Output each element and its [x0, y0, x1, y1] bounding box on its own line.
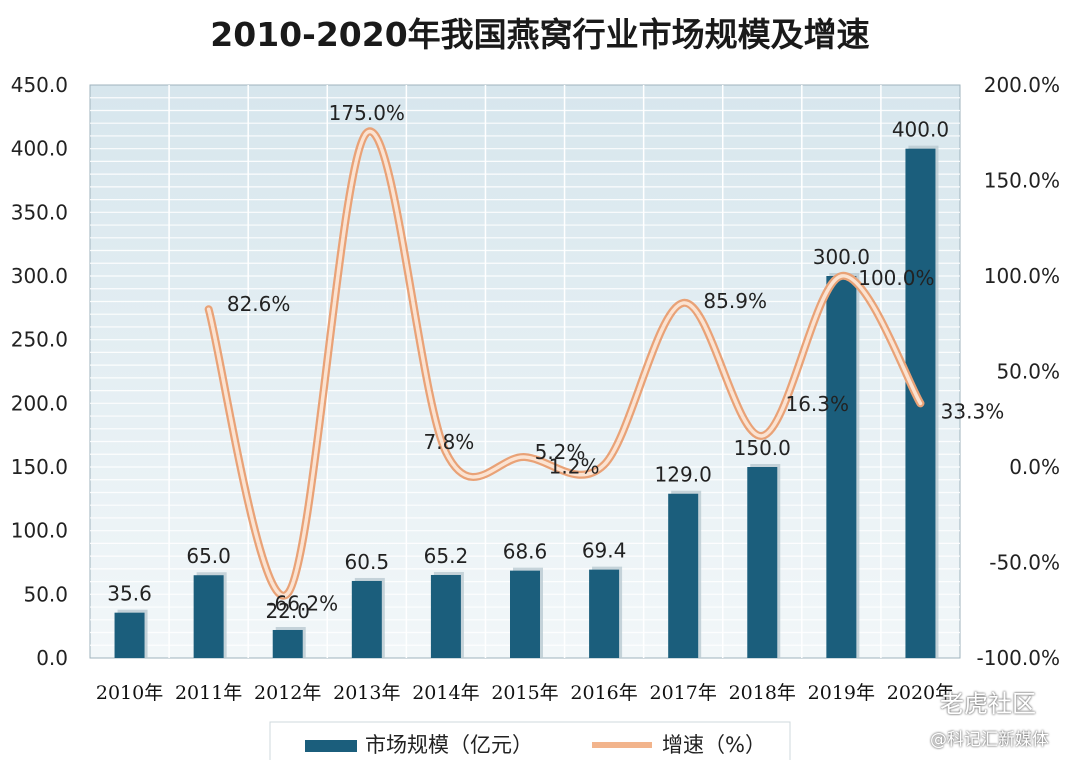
x-tick-label: 2020年 [887, 682, 954, 704]
bar-labels: 35.6 65.0 22.0 60.5 65.2 68.6 69.4 129.0 150.0 30… [107, 118, 949, 623]
x-tick-label: 2017年 [650, 682, 717, 704]
x-tick-label: 2013年 [333, 682, 400, 704]
y-right-tick-label: 0.0% [1009, 455, 1060, 479]
y-right-tick-label: 100.0% [984, 264, 1060, 288]
bar-value-label: 35.6 [107, 582, 152, 606]
line-value-label: 1.2% [549, 455, 600, 479]
y-left-tick-label: 200.0 [11, 391, 68, 415]
y-right-tick-label: 150.0% [984, 169, 1060, 193]
line-value-label: -66.2% [267, 591, 338, 615]
x-tick-label: 2011年 [175, 682, 242, 704]
bar-value-label: 65.0 [186, 544, 231, 568]
y-left-tick-label: 0.0 [36, 646, 68, 670]
line-value-label: 33.3% [941, 399, 1005, 423]
bar-value-label: 68.6 [503, 540, 548, 564]
y-left-tick-label: 450.0 [11, 73, 68, 97]
y-left-tick-label: 50.0 [23, 582, 68, 606]
bar [668, 493, 699, 658]
y-left-tick-label: 400.0 [11, 137, 68, 161]
x-tick-label: 2019年 [808, 682, 875, 704]
bar [272, 629, 303, 658]
bar-value-label: 150.0 [734, 436, 791, 460]
x-tick-label: 2016年 [570, 682, 637, 704]
line-value-label: 175.0% [329, 101, 405, 125]
y-left-tick-label: 300.0 [11, 264, 68, 288]
line-value-label: 16.3% [785, 392, 849, 416]
line-value-label: 5.2% [535, 440, 586, 464]
line-series [204, 127, 925, 600]
y-left-tick-label: 100.0 [11, 519, 68, 543]
y-left-tick-label: 150.0 [11, 455, 68, 479]
x-tick-label: 2012年 [254, 682, 321, 704]
watermark-community: 老虎社区 [940, 690, 1036, 718]
watermark-author: @科记汇新媒体 [930, 730, 1049, 750]
bar [589, 569, 620, 658]
y-left-tick-label: 250.0 [11, 328, 68, 352]
y-left-tick-label: 350.0 [11, 200, 68, 224]
y-right-tick-label: 200.0% [984, 73, 1060, 97]
line-labels: 82.6% -66.2% 175.0% 7.8% 5.2%1.2% 85.9% 16.3% 1… [227, 101, 1004, 616]
bar-value-label: 400.0 [892, 118, 949, 142]
chart-title: 2010-2020年我国燕窝行业市场规模及增速 [210, 15, 870, 54]
bar-value-label: 22.0 [265, 599, 310, 623]
legend-bar-swatch [305, 740, 357, 752]
bar-value-label: 60.5 [345, 550, 390, 574]
y-right-tick-label: 50.0% [996, 360, 1060, 384]
bar [826, 276, 857, 658]
line-value-label: 7.8% [424, 430, 475, 454]
bar [351, 580, 382, 658]
bar [114, 612, 145, 658]
bar [430, 574, 461, 658]
y-right-tick-label: -100.0% [977, 646, 1060, 670]
bar [747, 467, 778, 658]
line-value-label: 82.6% [227, 292, 291, 316]
y-right-tick-label: -50.0% [989, 551, 1060, 575]
y-axis-right: -100.0% -50.0% 0.0% 50.0% 100.0% 150.0% 200.0% [977, 73, 1060, 670]
bar [193, 575, 224, 658]
bar-value-label: 300.0 [813, 245, 870, 269]
x-axis: 2010年 2011年 2012年 2013年 2014年 2015年 2016年 2017年… [96, 682, 954, 704]
line-value-label: 100.0% [858, 266, 934, 290]
bar-value-label: 65.2 [424, 544, 469, 568]
bar-value-label: 129.0 [655, 463, 712, 487]
plot-area [89, 84, 961, 659]
line-value-label: 85.9% [703, 289, 767, 313]
legend-bar-label: 市场规模（亿元） [365, 733, 533, 757]
y-axis-left: 0.0 50.0 100.0 150.0 200.0 250.0 300.0 350.0 400… [11, 73, 68, 670]
bar [510, 570, 540, 658]
legend-box [269, 721, 791, 760]
growth-line [206, 129, 923, 598]
legend: 市场规模（亿元） 增速（%） [269, 721, 791, 760]
legend-line-label: 增速（%） [662, 733, 766, 757]
bar-series [114, 145, 939, 658]
x-tick-label: 2018年 [729, 682, 796, 704]
x-tick-label: 2015年 [491, 682, 558, 704]
x-tick-label: 2014年 [412, 682, 479, 704]
x-tick-label: 2010年 [96, 682, 163, 704]
bar-value-label: 69.4 [582, 539, 627, 563]
